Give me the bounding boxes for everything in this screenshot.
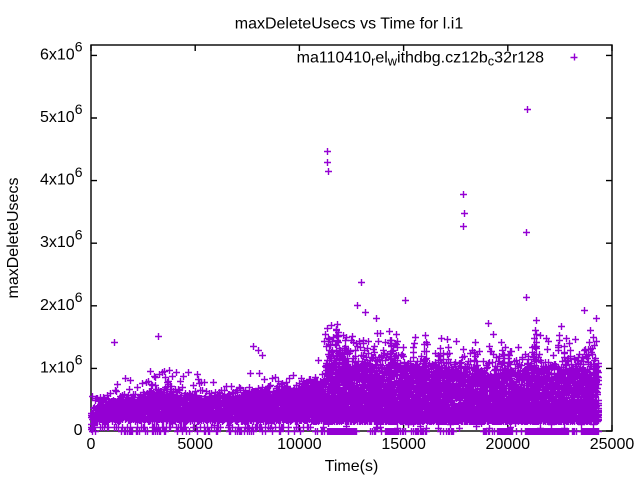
svg-text:25000: 25000	[590, 436, 635, 453]
svg-text:0: 0	[87, 436, 96, 453]
svg-text:20000: 20000	[486, 436, 531, 453]
svg-text:ma110410relwithdbg.cz12bc32r12: ma110410relwithdbg.cz12bc32r128	[297, 50, 544, 69]
svg-text:5000: 5000	[177, 436, 213, 453]
svg-text:0: 0	[74, 422, 83, 439]
svg-text:15000: 15000	[381, 436, 426, 453]
svg-text:Time(s): Time(s)	[325, 458, 379, 475]
svg-text:maxDeleteUsecs: maxDeleteUsecs	[5, 178, 22, 299]
svg-text:maxDeleteUsecs vs Time for l.i: maxDeleteUsecs vs Time for l.i1	[235, 16, 464, 33]
svg-text:10000: 10000	[277, 436, 322, 453]
